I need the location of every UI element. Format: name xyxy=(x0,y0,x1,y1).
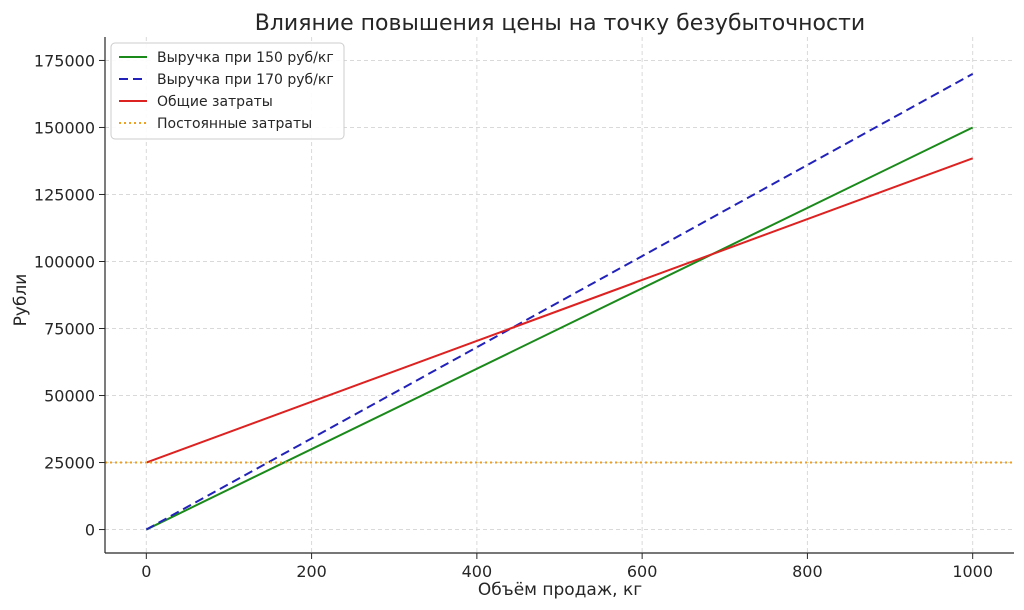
legend-label: Выручка при 150 руб/кг xyxy=(157,50,334,66)
y-tick-label: 125000 xyxy=(34,185,95,204)
legend-label: Выручка при 170 руб/кг xyxy=(157,72,334,88)
x-tick-label: 600 xyxy=(627,562,658,581)
x-tick-label: 400 xyxy=(462,562,493,581)
x-axis-label: Объём продаж, кг xyxy=(478,580,642,600)
legend-label: Общие затраты xyxy=(157,94,273,110)
y-tick-label: 75000 xyxy=(44,320,95,339)
y-tick-label: 25000 xyxy=(44,454,95,473)
legend-box xyxy=(110,42,345,140)
y-tick-label: 0 xyxy=(85,521,95,540)
axes xyxy=(99,37,1014,559)
x-tick-label: 200 xyxy=(296,562,327,581)
series-group xyxy=(105,72,1014,531)
y-tick-label: 175000 xyxy=(34,51,95,70)
series-line-1 xyxy=(145,126,974,531)
grid xyxy=(105,37,1014,553)
x-tick-label: 1000 xyxy=(952,562,993,581)
y-tick-label: 50000 xyxy=(44,387,95,406)
chart-title: Влияние повышения цены на точку безубыто… xyxy=(255,11,865,36)
series-line-2 xyxy=(145,72,974,531)
y-tick-label: 150000 xyxy=(34,118,95,137)
legend: Выручка при 150 руб/кг Выручка при 170 ру… xyxy=(110,42,345,140)
x-tick-label: 0 xyxy=(141,562,151,581)
x-tick-label: 800 xyxy=(792,562,823,581)
legend-label: Постоянные затраты xyxy=(157,116,312,132)
y-axis-label: Рубли xyxy=(11,274,31,327)
y-tick-label: 100000 xyxy=(34,252,95,271)
tick-labels: 0 200 400 600 800 1000 0 25000 50000 75000 100000 1… xyxy=(34,51,993,581)
series-line-3 xyxy=(145,157,974,464)
